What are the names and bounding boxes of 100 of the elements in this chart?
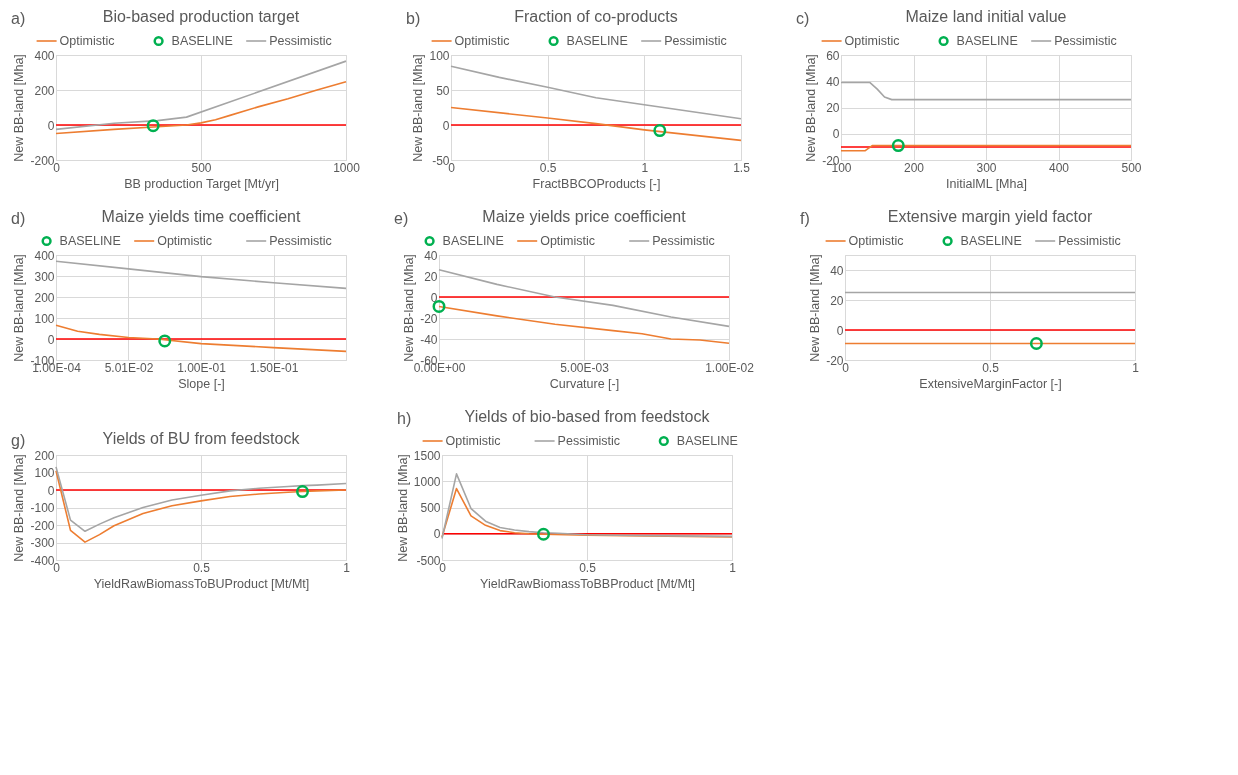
- y-tick-label: 0: [832, 127, 840, 142]
- x-tick-label: 1.50E-01: [249, 360, 299, 375]
- y-tick-label: 0: [47, 118, 55, 133]
- text: c): [796, 10, 810, 27]
- line-series: [55, 324, 347, 353]
- x-tick-label: 1: [1132, 360, 1140, 375]
- y-tick-label: 100: [429, 48, 450, 63]
- x-tick-label: 400: [1048, 160, 1070, 175]
- y-axis-title: New BB-land [Mha]: [12, 254, 27, 362]
- y-tick-label: 40: [826, 74, 840, 89]
- x-tick-label: 1: [729, 560, 737, 575]
- y-tick-label: 0: [47, 483, 55, 498]
- legend-label: Pessimistic: [557, 434, 621, 448]
- chart-title: Yields of BU from feedstock: [102, 430, 301, 447]
- legend-label: BASELINE: [956, 34, 1018, 48]
- x-axis-title: FractBBCOProducts [-]: [532, 176, 661, 191]
- y-tick-label: -40: [420, 332, 438, 347]
- y-axis-title: New BB-land [Mha]: [395, 454, 410, 562]
- y-tick-label: 200: [34, 83, 55, 98]
- y-tick-label: 300: [34, 269, 55, 284]
- legend-label: BASELINE: [442, 234, 504, 248]
- text: d): [11, 210, 26, 227]
- x-tick-label: 0.5: [539, 160, 557, 175]
- x-axis-title: YieldRawBiomassToBUProduct [Mt/Mt]: [93, 576, 310, 591]
- legend-label: Pessimistic: [1054, 34, 1117, 48]
- x-tick-label: 0.5: [982, 360, 1000, 375]
- y-tick-label: 0: [442, 118, 450, 133]
- legend-label: Optimistic: [844, 34, 900, 48]
- x-tick-label: 1000: [333, 160, 361, 175]
- y-tick-label: 0: [836, 323, 844, 338]
- x-tick-label: 500: [191, 160, 212, 175]
- legend-label: Optimistic: [59, 34, 115, 48]
- legend-label: BASELINE: [960, 234, 1022, 248]
- x-tick-label: 200: [903, 160, 925, 175]
- y-tick-label: -20: [420, 311, 438, 326]
- x-axis-title: Slope [-]: [178, 376, 225, 391]
- y-axis-title: New BB-land [Mha]: [12, 454, 27, 562]
- x-tick-label: 1.5: [733, 160, 751, 175]
- legend-label: Optimistic: [540, 234, 596, 248]
- legend-label: Pessimistic: [652, 234, 715, 248]
- legend-label: BASELINE: [59, 234, 121, 248]
- y-tick-label: 0: [47, 332, 55, 347]
- legend-label: Pessimistic: [269, 234, 332, 248]
- y-tick-label: 400: [34, 248, 55, 263]
- x-tick-label: 500: [1121, 160, 1142, 175]
- text: f): [800, 210, 810, 227]
- y-axis-title: New BB-land [Mha]: [12, 54, 27, 162]
- legend-label: BASELINE: [676, 434, 738, 448]
- y-tick-label: 0: [430, 290, 438, 305]
- text: a): [11, 10, 26, 27]
- line-series: [441, 473, 733, 540]
- x-tick-label: 300: [976, 160, 997, 175]
- y-tick-label: -100: [30, 501, 55, 515]
- chart-title: Maize yields price coefficient: [482, 208, 687, 225]
- text: h): [397, 410, 412, 427]
- y-axis-title: New BB-land [Mha]: [411, 54, 426, 162]
- line-series: [840, 81, 1132, 101]
- y-tick-label: -50: [432, 153, 450, 168]
- x-axis-title: InitialML [Mha]: [946, 176, 1027, 191]
- text: e): [394, 210, 409, 227]
- y-tick-label: 500: [420, 501, 441, 515]
- chart-title: Maize land initial value: [905, 8, 1067, 25]
- legend-label: BASELINE: [566, 34, 628, 48]
- y-axis-title: New BB-land [Mha]: [402, 254, 417, 362]
- y-tick-label: -400: [30, 553, 55, 568]
- x-tick-label: 5.00E-03: [560, 360, 610, 375]
- y-tick-label: 400: [34, 48, 55, 63]
- x-tick-label: 1.00E-01: [177, 360, 227, 375]
- y-tick-label: 20: [830, 293, 844, 308]
- x-axis-title: YieldRawBiomassToBBProduct [Mt/Mt]: [480, 576, 695, 591]
- x-axis-title: ExtensiveMarginFactor [-]: [919, 376, 1062, 391]
- line-series: [55, 466, 347, 533]
- y-tick-label: -200: [30, 518, 55, 533]
- x-tick-label: 5.01E-02: [104, 360, 154, 375]
- line-series: [438, 268, 730, 328]
- y-tick-label: 100: [34, 466, 55, 480]
- x-tick-label: 1.00E-02: [705, 360, 755, 375]
- y-tick-label: 50: [436, 83, 450, 98]
- legend-label: Optimistic: [157, 234, 213, 248]
- chart-title: Extensive margin yield factor: [887, 208, 1093, 225]
- chart-title: Yields of bio-based from feedstock: [464, 408, 711, 425]
- y-tick-label: -300: [30, 536, 55, 550]
- y-axis-title: New BB-land [Mha]: [808, 254, 823, 362]
- line-series: [438, 305, 730, 344]
- x-axis-title: Curvature [-]: [549, 376, 620, 391]
- x-tick-label: 1: [641, 160, 649, 175]
- y-tick-label: 0: [433, 527, 441, 542]
- y-tick-label: 200: [34, 448, 55, 463]
- y-tick-label: 1000: [413, 474, 441, 489]
- legend-label: Pessimistic: [269, 34, 332, 48]
- line-series: [55, 60, 347, 131]
- y-tick-label: -20: [826, 353, 844, 368]
- y-tick-label: -200: [30, 153, 55, 168]
- y-tick-label: 200: [34, 290, 55, 305]
- y-tick-label: 20: [826, 101, 840, 115]
- line-series: [55, 260, 347, 290]
- line-series: [450, 106, 742, 142]
- y-tick-label: 40: [830, 263, 844, 278]
- x-axis-title: BB production Target [Mt/yr]: [124, 176, 279, 191]
- y-tick-label: 60: [826, 48, 840, 63]
